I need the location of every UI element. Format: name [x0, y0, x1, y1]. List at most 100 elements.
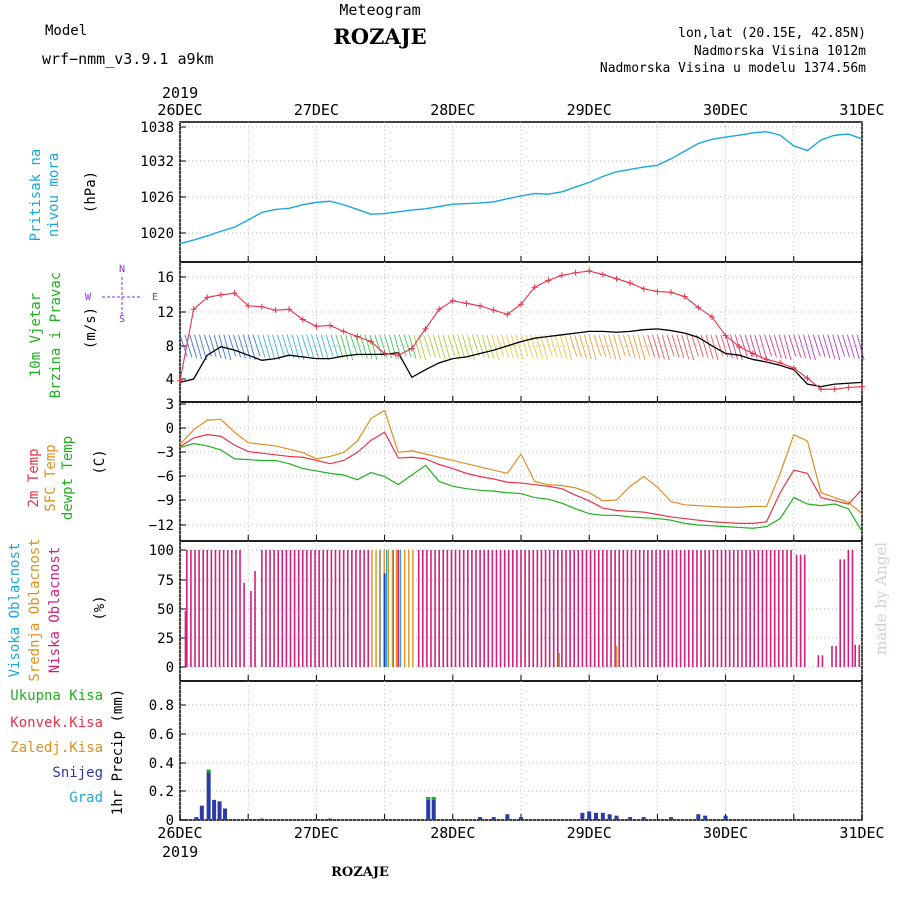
- y-tick-label: 0.2: [149, 784, 174, 800]
- wind-arrow: [686, 334, 695, 361]
- precip-bar-top: [206, 769, 211, 773]
- y-axis-label: 2m Temp: [26, 448, 42, 507]
- x-label-bottom: 30DEC: [703, 824, 748, 842]
- precip-bar: [199, 805, 204, 820]
- y-tick-label: 75: [157, 573, 174, 589]
- precip-bar: [641, 817, 646, 820]
- x-label-top: 27DEC: [294, 101, 339, 119]
- wind-arrow: [233, 334, 242, 358]
- wind-arrow: [428, 334, 436, 358]
- wind-arrow: [666, 334, 675, 357]
- precip-bar: [587, 811, 592, 820]
- wind-gust-point: [395, 352, 402, 359]
- wind-arrow: [632, 334, 641, 360]
- wind-arrow: [306, 334, 315, 358]
- wind-arrow: [837, 334, 846, 357]
- wind-arrow: [437, 334, 446, 360]
- wind-arrow: [676, 334, 685, 359]
- panel-cloud: 100 75 50 25 0 Visoka Oblacnost Srednja Oblacn…: [7, 538, 863, 682]
- wind-arrow: [769, 334, 777, 358]
- wind-gust-point: [572, 269, 579, 276]
- wind-arrow: [788, 334, 797, 357]
- wind-arrow: [652, 334, 660, 359]
- precip-bar: [505, 814, 510, 820]
- wind-gust-point: [790, 364, 797, 371]
- wind-arrow: [598, 334, 607, 358]
- compass-n: N: [119, 264, 125, 275]
- wind-arrow: [647, 334, 656, 358]
- precip-legend-item: Zaledj.Kisa: [10, 740, 103, 756]
- wind-arrow: [311, 334, 319, 359]
- wind-arrow: [681, 334, 690, 360]
- wind-arrow: [354, 334, 363, 358]
- wind-arrow: [496, 334, 505, 357]
- wind-arrow: [603, 334, 612, 359]
- wind-arrow: [544, 334, 553, 357]
- lonlat-label: lon,lat (20.15E, 42.85N): [678, 26, 866, 41]
- precip-legend-item: Snijeg: [52, 765, 103, 781]
- precip-bar: [194, 817, 199, 820]
- footer-station: ROZAJE: [331, 865, 389, 880]
- x-label-top: 28DEC: [430, 101, 475, 119]
- wind-arrow: [540, 334, 548, 361]
- y-tick-label: 0: [166, 421, 174, 437]
- y-tick-label: 0.4: [149, 756, 174, 772]
- wind-gust-point: [408, 345, 415, 352]
- wind-arrow: [486, 334, 495, 360]
- wind-arrow: [695, 334, 704, 358]
- panel-wind: 16 12 8 4 10m Vjetar Brzina i Pravac (m/s) N S W E: [28, 261, 865, 403]
- precip-bar: [223, 808, 228, 820]
- wind-gust-point: [736, 343, 743, 350]
- precip-bar: [696, 814, 701, 820]
- wind-arrow: [189, 334, 198, 359]
- precip-bar: [212, 799, 217, 820]
- wind-arrow: [661, 334, 670, 361]
- wind-gust-point: [327, 322, 334, 329]
- wind-arrow: [817, 334, 826, 358]
- wind-gust-point: [518, 301, 524, 308]
- wind-arrow: [554, 334, 563, 359]
- precip-bar: [519, 817, 523, 820]
- precip-legend-item: Ukupna Kisa: [10, 688, 103, 704]
- wind-arrow: [320, 334, 329, 361]
- wind-arrow: [208, 334, 217, 358]
- wind-arrow: [583, 334, 592, 360]
- precip-bar: [580, 812, 585, 820]
- x-label-top: 31DEC: [839, 101, 884, 119]
- precip-legend-item: Konvek.Kisa: [10, 715, 103, 731]
- wind-arrow: [608, 334, 617, 360]
- wind-arrow: [403, 334, 412, 358]
- wind-gust-point: [804, 375, 811, 382]
- wind-arrow: [827, 334, 836, 360]
- wind-arrow: [471, 334, 480, 357]
- wind-arrow: [739, 334, 748, 357]
- wind-arrow: [277, 334, 285, 357]
- panels: 1038 1032 1026 1020 Pritisak na nivou mora (hP…: [7, 120, 865, 829]
- wind-unit: (m/s): [83, 307, 99, 349]
- y-axis-label: 10m Vjetar: [28, 293, 44, 377]
- y-axis-label: SFC Temp: [43, 444, 59, 511]
- wind-arrow: [671, 334, 680, 358]
- y-tick-label: 16: [157, 270, 174, 286]
- wind-arrow: [286, 334, 295, 359]
- wind-arrow: [247, 334, 256, 361]
- wind-gust-point: [531, 284, 538, 291]
- wind-gust-point: [695, 304, 702, 311]
- panel-pressure: 1038 1032 1026 1020 Pritisak na nivou mora (hP…: [28, 120, 863, 263]
- wind-gust-point: [558, 272, 565, 279]
- wind-gust-point: [177, 377, 183, 384]
- x-label-bottom: 28DEC: [430, 824, 475, 842]
- temp-line: [179, 409, 863, 515]
- precip-bar: [723, 815, 728, 820]
- y-axis-label: Niska Oblacnost: [47, 547, 63, 673]
- meteogram-label: Meteogram: [339, 1, 420, 19]
- wind-speed-line: [179, 328, 863, 388]
- compass-s: S: [119, 314, 125, 325]
- wind-arrow: [832, 334, 841, 361]
- wind-arrow: [505, 334, 514, 359]
- y-axis-label: Visoka Oblacnost: [7, 543, 23, 678]
- model-elevation-label: Nadmorska Visina u modelu 1374.56m: [600, 61, 866, 76]
- wind-arrow: [364, 334, 373, 360]
- wind-arrow: [700, 334, 709, 359]
